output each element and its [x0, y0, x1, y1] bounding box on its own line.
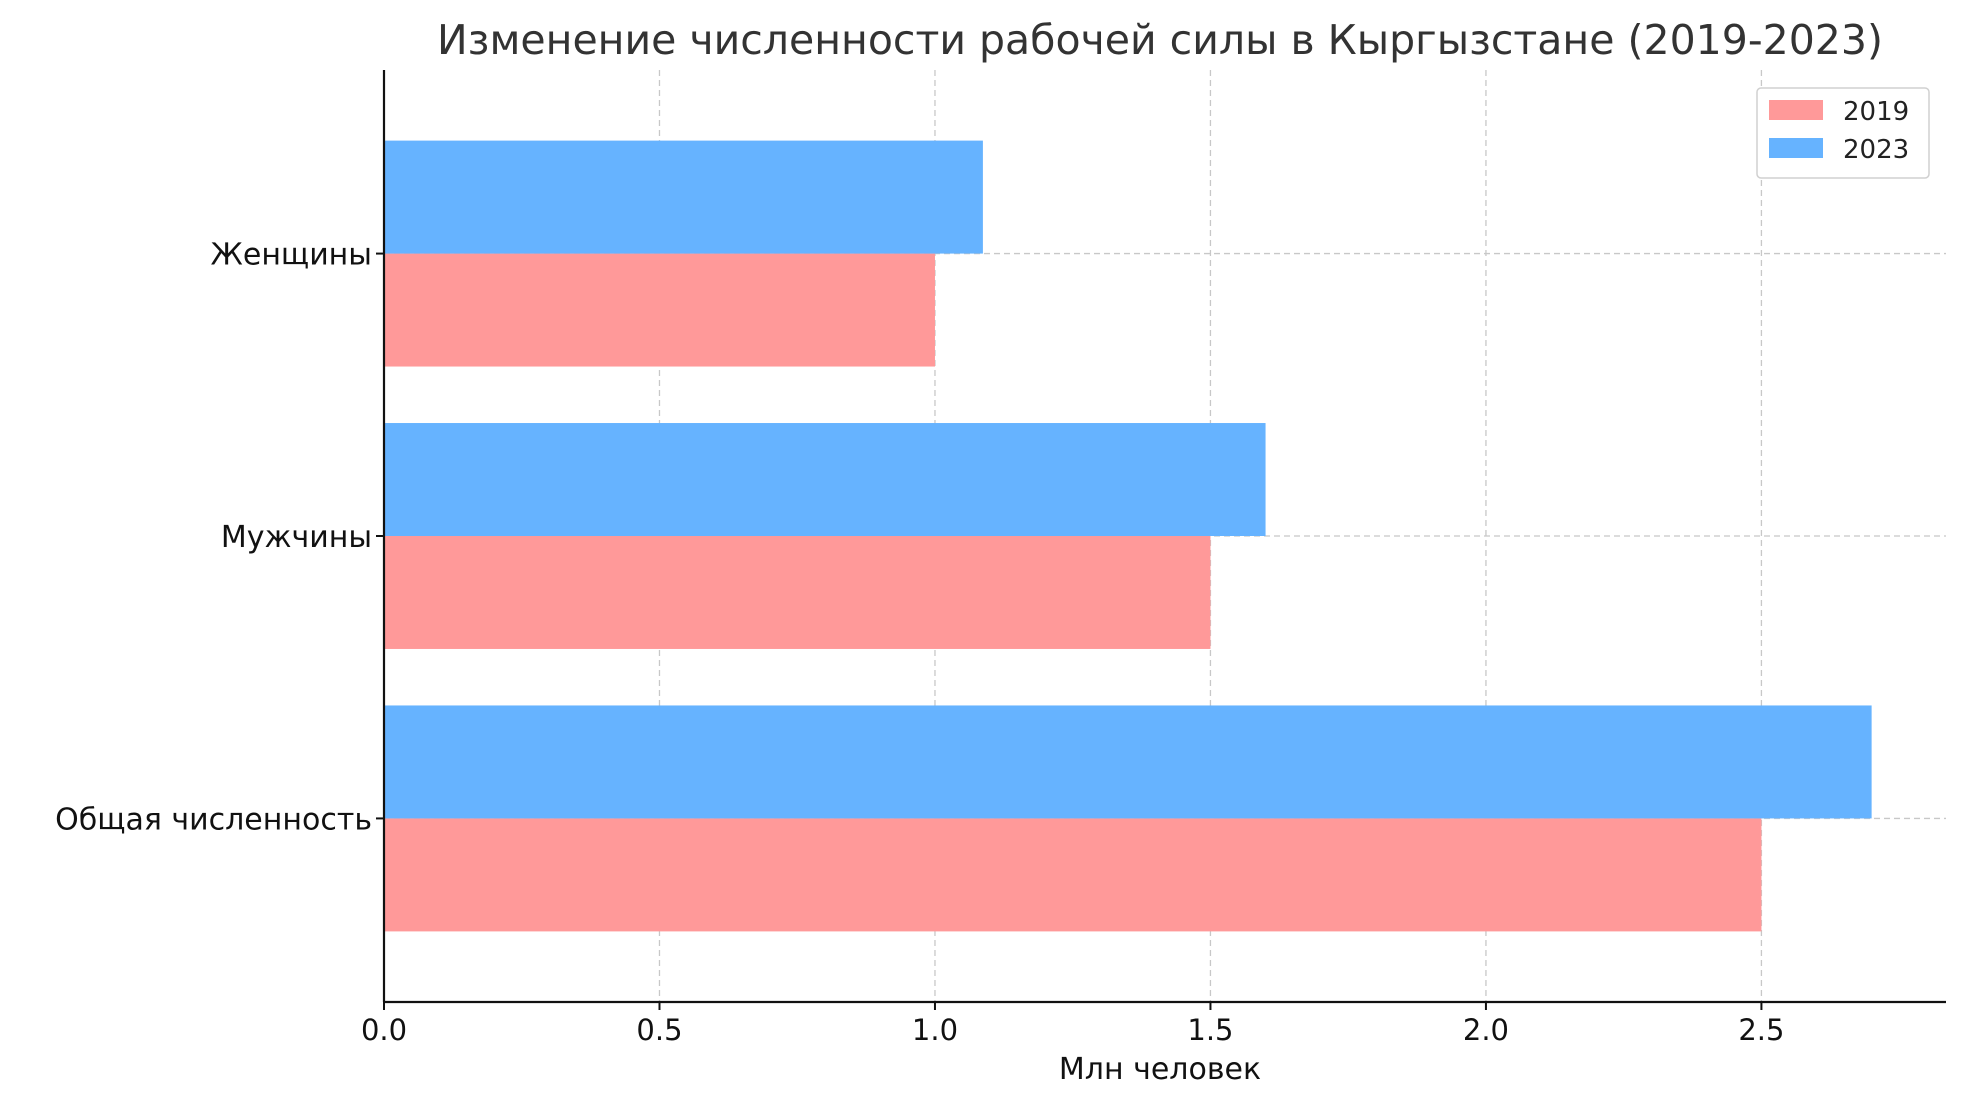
bar-2019-0: [384, 818, 1762, 932]
bar-2023-0: [384, 705, 1872, 819]
legend: 2019 2023: [1756, 87, 1930, 179]
category-label-2: Женщины: [211, 238, 372, 273]
x-tick-label-3: 1.5: [1187, 1013, 1233, 1047]
x-tick-label-5: 2.5: [1738, 1013, 1784, 1047]
bar-2023-2: [384, 140, 983, 254]
x-tick-label-4: 2.0: [1463, 1013, 1509, 1047]
bar-2023-1: [384, 423, 1266, 536]
bar-2019-2: [384, 253, 935, 367]
x-tick-label-2: 1.0: [912, 1013, 958, 1047]
bar-2019-1: [384, 536, 1211, 649]
legend-label-2019: 2019: [1843, 97, 1909, 127]
x-ticks: 0.0 0.5 1.0 1.5 2.0 2.5: [361, 1002, 1784, 1047]
x-tick-label-0: 0.0: [361, 1013, 407, 1047]
x-tick-label-1: 0.5: [636, 1013, 682, 1047]
legend-label-2023: 2023: [1843, 135, 1909, 165]
x-axis-label: Млн человек: [1059, 1052, 1261, 1087]
category-label-0: Общая численность: [55, 802, 372, 837]
chart-title: Изменение численности рабочей силы в Кыр…: [437, 16, 1883, 64]
legend-swatch-2019: [1769, 100, 1823, 120]
category-labels: Общая численность Мужчины Женщины: [55, 238, 384, 837]
legend-swatch-2023: [1769, 138, 1823, 158]
bars: [384, 140, 1872, 932]
category-label-1: Мужчины: [221, 520, 372, 555]
